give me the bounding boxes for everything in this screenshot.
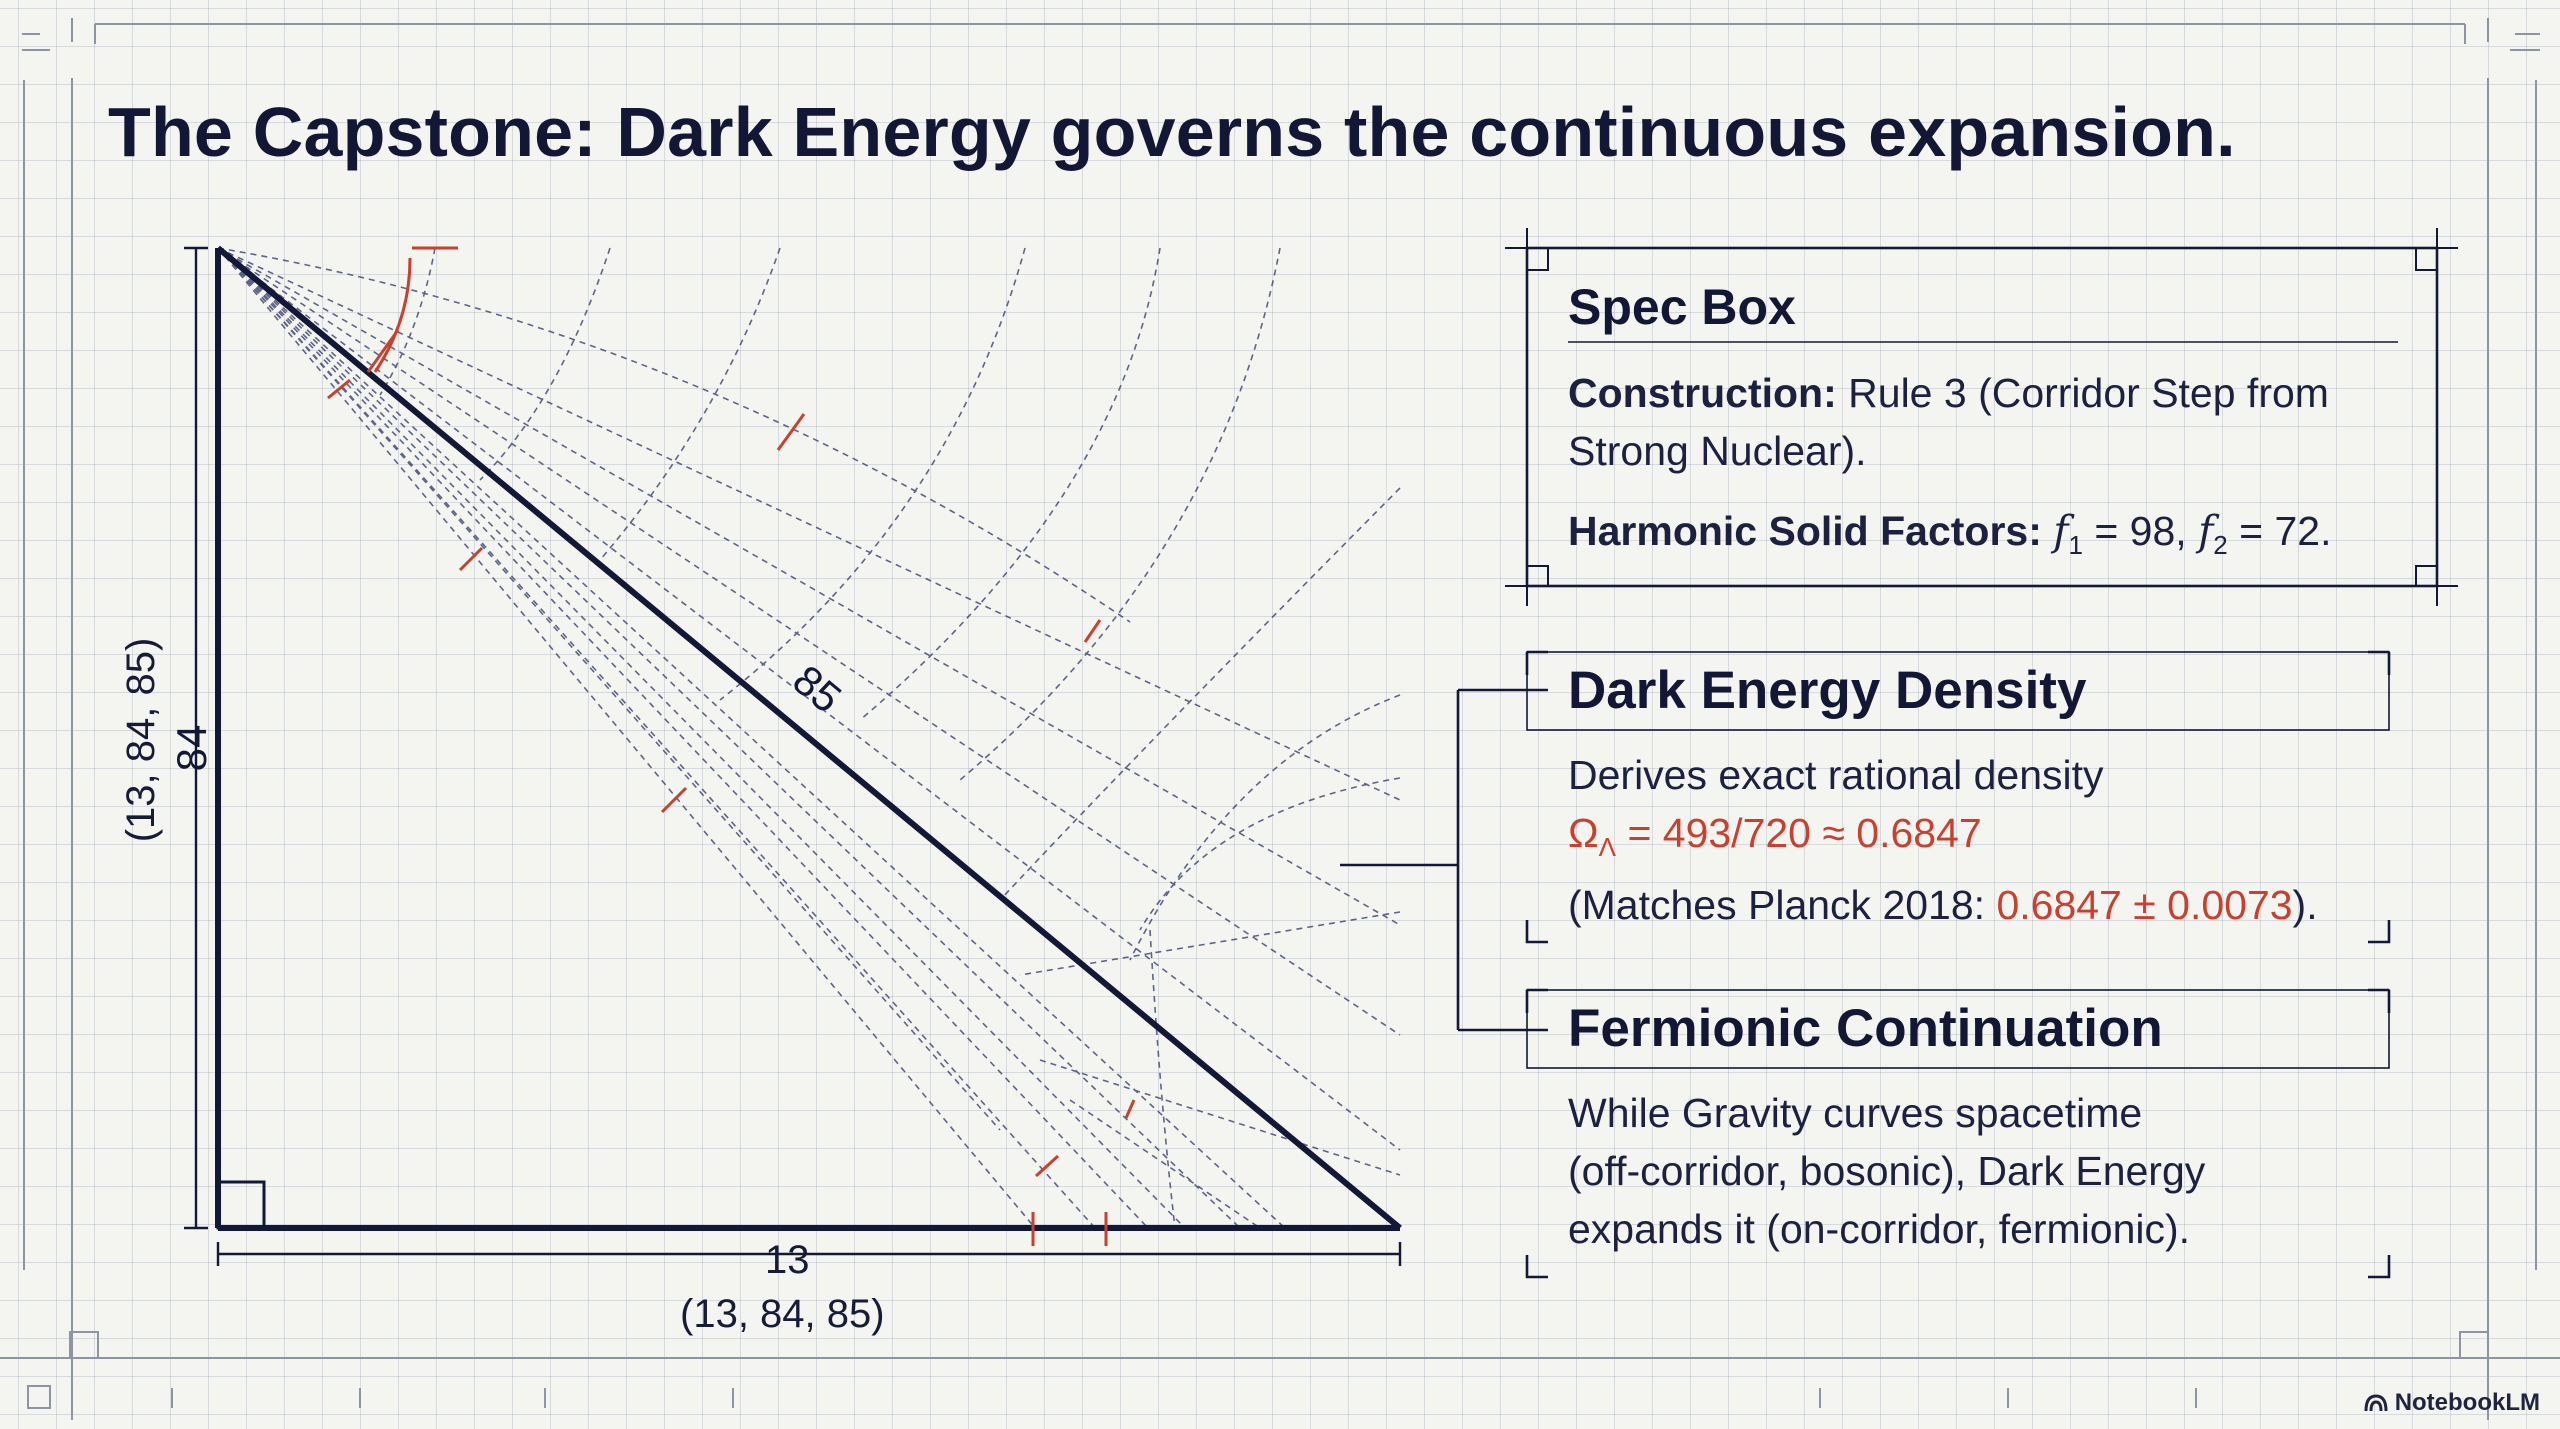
fermionic-line1: While Gravity curves spacetime — [1568, 1090, 2143, 1136]
construction-arc — [859, 247, 1161, 721]
construction-label: Construction: — [1568, 370, 1837, 416]
brand-label: NotebookLM — [2394, 1389, 2540, 1416]
callout-connectors — [1340, 688, 1548, 1032]
accent-ticks — [327, 246, 1136, 1246]
brand-watermark: NotebookLM — [2363, 1389, 2540, 1417]
construction-arc — [379, 247, 436, 396]
construction-text: Construction: Rule 3 (Corridor Step from… — [1568, 364, 2329, 480]
construction-arc — [999, 487, 1401, 901]
f1-symbol: f — [2053, 507, 2069, 555]
construction-arc — [599, 247, 781, 561]
vertical-triple-label: (13, 84, 85) — [119, 638, 163, 843]
dark-energy-line1: Derives exact rational density — [1568, 752, 2104, 798]
planck-suffix: ). — [2292, 882, 2318, 929]
construction-ray — [217, 247, 1241, 1229]
fermionic-line3: expands it (on-corridor, fermionic). — [1568, 1206, 2191, 1252]
factors-label: Harmonic Solid Factors: — [1568, 508, 2042, 554]
right-angle-marker — [216, 1180, 266, 1230]
construction-ray — [217, 247, 1286, 1229]
f1-subscript: 1 — [2068, 530, 2083, 561]
construction-ray — [217, 247, 1186, 1229]
construction-arc — [1019, 911, 1401, 976]
bottom-triple-label: (13, 84, 85) — [680, 1292, 885, 1336]
f2-value: = 72. — [2239, 508, 2332, 554]
planck-prefix: (Matches Planck 2018: — [1568, 882, 1997, 929]
construction-ray — [217, 247, 1401, 1036]
omega-subscript: Λ — [1598, 832, 1617, 863]
fermionic-line2: (off-corridor, bosonic), Dark Energy — [1568, 1148, 2206, 1194]
omega-value: = 493/720 ≈ 0.6847 — [1627, 810, 1982, 856]
dark-energy-text: Derives exact rational density ΩΛ = 493/… — [1568, 746, 2318, 934]
f1-value: = 98, — [2094, 508, 2187, 554]
dimension-lines — [184, 246, 1402, 1266]
construction-ray — [217, 247, 1001, 1131]
construction-ray — [217, 247, 1401, 926]
construction-arc — [1069, 1099, 1261, 1229]
f2-subscript: 2 — [2213, 530, 2228, 561]
construction-arc — [1129, 694, 1401, 961]
spec-box-title: Spec Box — [1568, 279, 1796, 335]
construction-arc — [479, 247, 611, 481]
notebooklm-logo-icon — [2364, 1394, 2388, 1412]
page-title: The Capstone: Dark Energy governs the co… — [108, 93, 2236, 171]
omega-symbol: Ω — [1568, 810, 1599, 856]
f2-symbol: f — [2198, 507, 2214, 555]
fermionic-title: Fermionic Continuation — [1568, 999, 2163, 1058]
planck-value: 0.6847 ± 0.0073 — [1996, 882, 2293, 929]
construction-ray — [217, 247, 1096, 1229]
construction-ray — [217, 247, 1036, 1229]
horizontal-leg-label: 13 — [765, 1238, 810, 1282]
box-frames — [1505, 228, 2458, 1279]
dark-energy-title: Dark Energy Density — [1568, 661, 2087, 720]
construction-arc — [959, 247, 1281, 781]
right-triangle — [215, 245, 1402, 1231]
construction-arc — [1149, 929, 1176, 1229]
construction-ray — [217, 247, 1131, 623]
construction-value-1: Rule 3 (Corridor Step from — [1848, 370, 2329, 416]
construction-arc — [1139, 777, 1401, 931]
hypotenuse — [216, 245, 1402, 1231]
construction-arc — [1039, 1059, 1401, 1176]
construction-ray — [217, 247, 1401, 1151]
fermionic-text: While Gravity curves spacetime (off-corr… — [1568, 1084, 2205, 1258]
harmonic-factors-text: Harmonic Solid Factors: f1 = 98, f2 = 72… — [1568, 502, 2332, 574]
construction-value-2: Strong Nuclear). — [1568, 428, 1867, 474]
construction-ray — [217, 247, 1401, 801]
vertical-leg-label: 84 — [168, 725, 215, 772]
construction-arc — [719, 247, 1026, 701]
construction-ray — [217, 247, 1149, 1229]
omega-formula: ΩΛ = 493/720 ≈ 0.6847 — [1568, 810, 1982, 862]
hypotenuse-label: 85 — [784, 656, 850, 722]
